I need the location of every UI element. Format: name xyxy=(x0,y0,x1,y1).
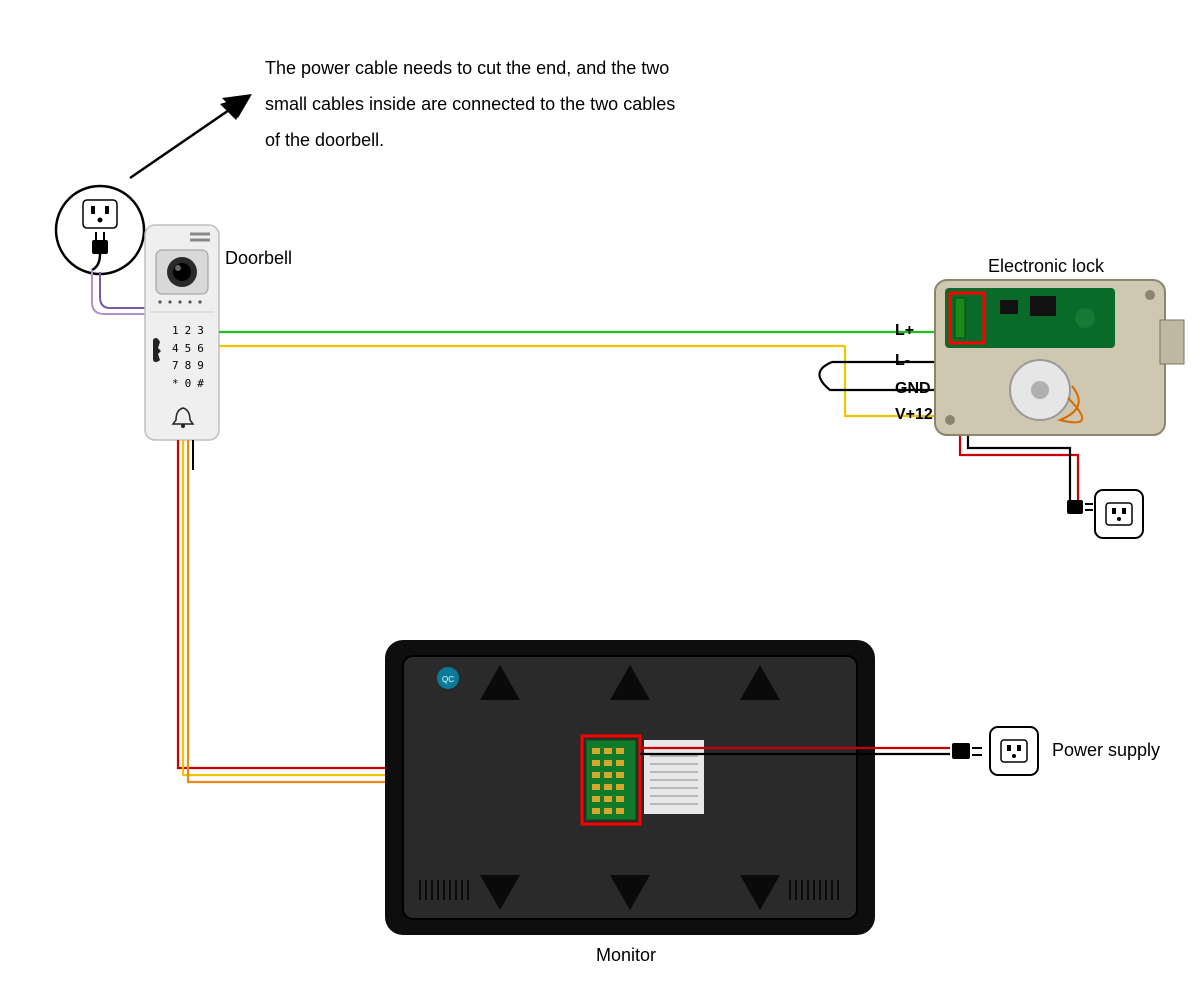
arrow-to-instruction xyxy=(130,94,252,178)
electronic-lock-device xyxy=(935,280,1184,435)
wire-label-gnd: GND xyxy=(895,380,931,398)
outlet-lock xyxy=(1095,490,1143,538)
instruction-text: The power cable needs to cut the end, an… xyxy=(265,50,695,158)
keypad-row-2: 456 xyxy=(172,340,210,358)
wire-purple-2 xyxy=(100,272,145,308)
keypad-row-3: 789 xyxy=(172,357,210,375)
label-monitor: Monitor xyxy=(596,945,656,966)
keypad-row-1: 123 xyxy=(172,322,210,340)
wire-label-lplus: L+ xyxy=(895,322,914,340)
keypad-row-4: *0# xyxy=(172,375,210,393)
label-doorbell: Doorbell xyxy=(225,248,292,269)
monitor-device: QC xyxy=(385,640,875,935)
wire-label-v12: V+12 xyxy=(895,406,933,424)
outlet-monitor xyxy=(990,727,1038,775)
outlet-top-circle xyxy=(56,186,144,274)
plug-monitor xyxy=(952,743,982,759)
wire-black-gnd xyxy=(819,362,885,390)
plug-lock xyxy=(1067,500,1093,514)
wire-label-lminus: L- xyxy=(895,352,910,370)
svg-text:QC: QC xyxy=(442,675,454,684)
label-electronic-lock: Electronic lock xyxy=(988,256,1104,277)
label-power-supply: Power supply xyxy=(1052,740,1160,761)
doorbell-keypad: 123 456 789 *0# xyxy=(172,322,210,392)
